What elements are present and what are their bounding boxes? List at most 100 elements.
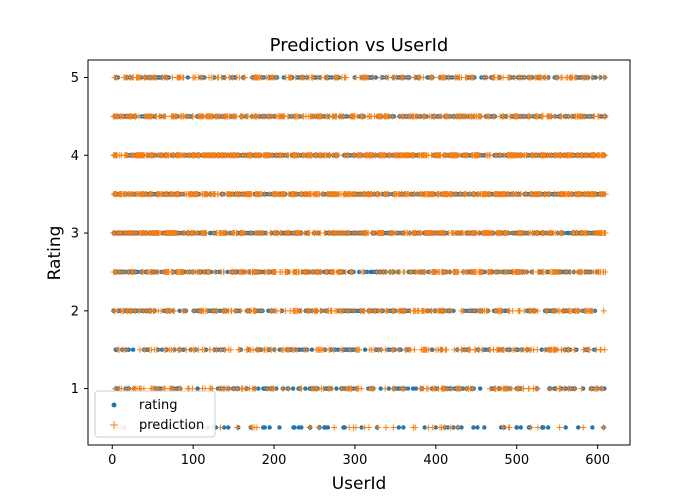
prediction-point (219, 191, 226, 198)
prediction-point (526, 385, 533, 392)
prediction-point (401, 385, 407, 392)
rating-point (303, 386, 308, 391)
rating-point (563, 425, 568, 430)
prediction-point (520, 385, 527, 392)
prediction-point (315, 424, 322, 431)
prediction-point (235, 346, 242, 353)
prediction-point (169, 74, 176, 81)
chart-title: Prediction vs UserId (270, 35, 449, 56)
rating-point (262, 425, 267, 430)
prediction-point (382, 385, 389, 392)
prediction-point (407, 346, 414, 353)
prediction-point (390, 152, 397, 159)
rating-point (362, 347, 368, 352)
prediction-point (396, 346, 402, 353)
prediction-point (418, 346, 425, 353)
rating-point (290, 386, 296, 391)
prediction-point (547, 385, 554, 392)
prediction-point (223, 385, 230, 392)
x-tick-label: 200 (262, 453, 287, 468)
prediction-point (539, 113, 546, 120)
prediction-point (352, 424, 359, 431)
prediction-point (580, 424, 587, 431)
prediction-point (454, 424, 461, 431)
x-tick-label: 300 (343, 453, 368, 468)
prediction-point (354, 385, 361, 392)
prediction-point (242, 385, 249, 392)
y-tick-label: 1 (71, 382, 79, 397)
x-axis-label: UserId (332, 474, 387, 494)
prediction-point (306, 424, 313, 431)
prediction-point (462, 74, 469, 81)
prediction-point (375, 424, 382, 431)
prediction-point (556, 424, 563, 431)
rating-point (478, 386, 483, 391)
prediction-point (571, 385, 578, 392)
prediction-point (561, 385, 568, 392)
x-tick-label: 600 (585, 453, 610, 468)
prediction-point (176, 346, 183, 353)
prediction-point (227, 346, 234, 353)
prediction-point (564, 346, 571, 353)
prediction-point (326, 346, 333, 353)
rating-point (546, 425, 551, 430)
rating-point (395, 386, 400, 391)
prediction-point (270, 385, 277, 392)
prediction-point (291, 346, 298, 353)
prediction-point (498, 385, 505, 392)
prediction-point (472, 346, 479, 353)
prediction-point (527, 424, 534, 431)
rating-point (459, 425, 464, 430)
prediction-point (338, 385, 345, 392)
prediction-point (217, 424, 224, 431)
rating-point (309, 347, 315, 352)
prediction-point (511, 74, 518, 81)
prediction-point (571, 346, 578, 353)
legend-label-prediction: prediction (139, 418, 204, 433)
prediction-point (557, 113, 563, 120)
prediction-point (326, 152, 333, 159)
x-tick-label: 0 (108, 453, 116, 468)
prediction-point (342, 74, 349, 81)
prediction-point (369, 74, 376, 81)
prediction-point (375, 346, 382, 353)
prediction-point (246, 346, 253, 353)
prediction-point (600, 307, 607, 314)
prediction-point (442, 346, 449, 353)
prediction-point (524, 346, 530, 353)
prediction-point (298, 385, 305, 392)
prediction-point (361, 307, 368, 314)
legend: rating prediction (94, 390, 216, 438)
prediction-point (599, 385, 606, 392)
prediction-point (467, 385, 474, 392)
prediction-point (264, 385, 270, 392)
rating-point (277, 425, 282, 430)
y-axis-label: Rating (45, 226, 65, 281)
prediction-point (512, 346, 519, 353)
prediction-point (400, 268, 407, 275)
prediction-point (354, 346, 360, 353)
prediction-point (138, 268, 145, 275)
rating-point (422, 425, 427, 430)
rating-point (590, 425, 595, 430)
prediction-point (390, 385, 397, 392)
prediction-point (514, 385, 521, 392)
prediction-point (364, 113, 371, 120)
prediction-point (596, 74, 603, 81)
prediction-point (166, 346, 173, 353)
prediction-point (500, 346, 506, 353)
prediction-point (213, 346, 220, 353)
prediction-point (553, 385, 560, 392)
prediction-point (249, 424, 256, 431)
rating-point (518, 425, 523, 430)
prediction-point (328, 307, 335, 314)
prediction-point (600, 424, 607, 431)
rating-point (405, 386, 411, 391)
rating-point (471, 425, 476, 430)
rating-point (177, 308, 182, 314)
prediction-point (390, 346, 397, 353)
rating-point (482, 425, 487, 430)
rating-point (429, 347, 434, 352)
prediction-point (521, 307, 528, 314)
